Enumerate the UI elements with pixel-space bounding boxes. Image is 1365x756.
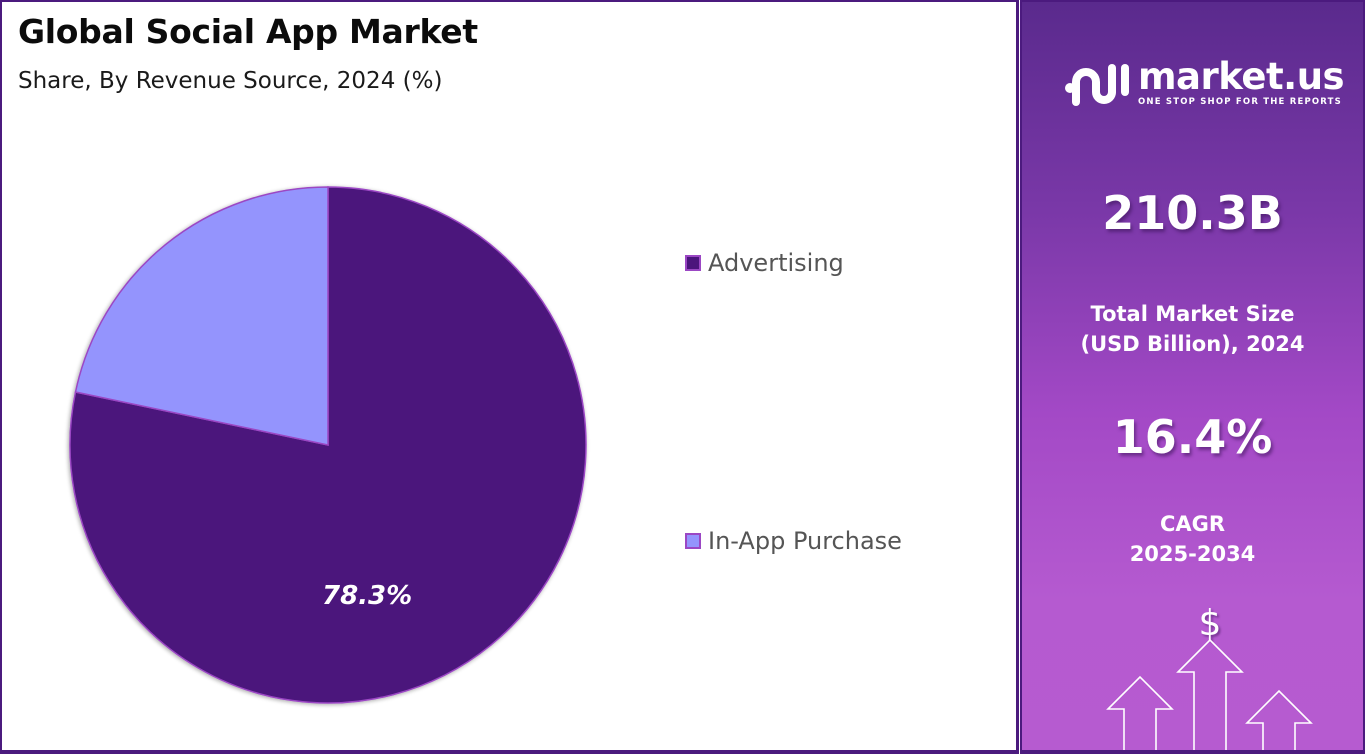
legend-label: In-App Purchase	[708, 527, 902, 555]
cagr-caption-1: CAGR	[1159, 512, 1226, 536]
logo-name: market.us	[1138, 55, 1345, 98]
market-size-caption-2: (USD Billion), 2024	[1080, 332, 1305, 356]
legend-swatch-advertising	[685, 255, 701, 271]
logo-tagline: ONE STOP SHOP FOR THE REPORTS	[1138, 97, 1342, 107]
chart-title: Global Social App Market	[18, 12, 478, 51]
dollar-sign: $	[1199, 603, 1222, 644]
pie-slice-in-app-purchase[interactable]	[74, 186, 329, 446]
pie-slice-advertising[interactable]	[69, 186, 587, 704]
brand-logo[interactable]: market.us ONE STOP SHOP FOR THE REPORTS	[1062, 55, 1345, 108]
market-us-logo-icon	[1065, 64, 1129, 106]
summary-sidebar: market.us ONE STOP SHOP FOR THE REPORTS …	[1020, 0, 1365, 754]
pie-chart	[69, 186, 587, 704]
chart-panel: Global Social App Market Share, By Reven…	[0, 0, 1019, 754]
chart-subtitle: Share, By Revenue Source, 2024 (%)	[18, 68, 443, 94]
legend-item-in-app-purchase[interactable]: In-App Purchase	[685, 527, 902, 555]
legend-label: Advertising	[708, 249, 844, 277]
market-size-caption-1: Total Market Size	[1090, 302, 1295, 326]
cagr-value: 16.4%	[1112, 410, 1273, 464]
dollar-growth-arrows-icon: $	[1106, 603, 1313, 750]
pie-data-label-advertising: 78.3%	[322, 581, 413, 611]
legend-item-advertising[interactable]: Advertising	[685, 249, 844, 277]
market-size-value: 210.3B	[1102, 186, 1283, 240]
legend-swatch-in-app-purchase	[685, 533, 701, 549]
cagr-caption-2: 2025-2034	[1129, 542, 1256, 566]
